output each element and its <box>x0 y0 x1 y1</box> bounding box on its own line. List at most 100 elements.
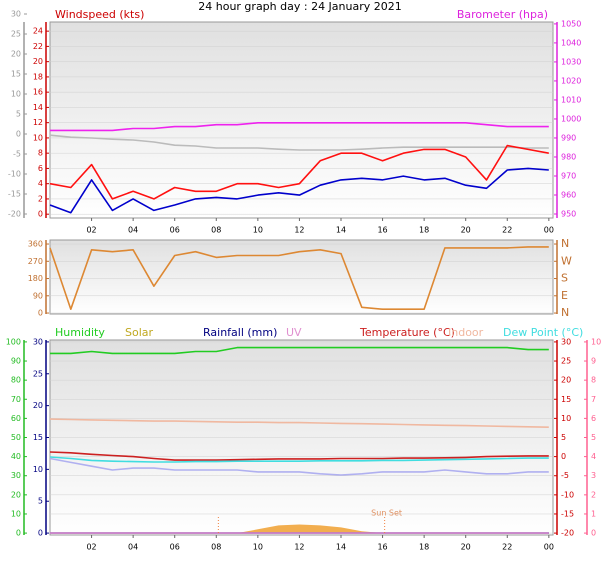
y-tick-label: 15 <box>11 70 21 79</box>
x-tick-label: 14 <box>336 226 346 235</box>
x-tick-label: 04 <box>128 226 138 235</box>
y-tick-label: 5 <box>591 433 596 442</box>
y-tick-label: 10 <box>11 90 21 99</box>
y-tick-label: 1 <box>591 509 596 518</box>
x-tick-label: 20 <box>461 543 471 552</box>
x-tick-label: 20 <box>461 226 471 235</box>
legend-entry: Indoor <box>448 326 484 339</box>
series-line <box>49 451 549 461</box>
y-tick-label: 270 <box>28 257 43 266</box>
y-tick-label: 5 <box>561 433 566 442</box>
y-tick-label: 6 <box>591 414 596 423</box>
y-tick-label: S <box>561 272 568 285</box>
plot-background <box>49 21 554 219</box>
y-tick-label: 10 <box>11 509 21 518</box>
y-tick-label: 16 <box>33 88 43 97</box>
y-tick-label: 2 <box>591 490 596 499</box>
y-tick-label: 18 <box>33 72 43 81</box>
y-tick-label: -20 <box>561 529 574 538</box>
y-tick-label: -10 <box>561 490 574 499</box>
y-tick-label: 990 <box>561 133 576 142</box>
y-tick-label: 15 <box>33 433 43 442</box>
x-tick-label: 22 <box>502 226 512 235</box>
y-tick-label: 100 <box>6 337 21 346</box>
y-tick-label: -10 <box>8 170 21 179</box>
x-tick-label: 12 <box>294 543 304 552</box>
y2-axis-title: Barometer (hpa) <box>457 8 548 21</box>
y-tick-label: 10 <box>33 133 43 142</box>
legend-entry: Dew Point (°C) <box>503 326 583 339</box>
y-tick-label: 1010 <box>561 95 581 104</box>
y-tick-label: 20 <box>11 490 21 499</box>
y-tick-label: 25 <box>561 357 571 366</box>
series-line <box>49 456 549 463</box>
y-tick-label: 8 <box>38 149 43 158</box>
x-tick-label: 12 <box>294 226 304 235</box>
y-tick-label: 980 <box>561 152 576 161</box>
x-tick-label: 02 <box>86 543 96 552</box>
y-tick-label: 12 <box>33 118 43 127</box>
series-line <box>50 122 549 132</box>
series-line <box>49 418 549 428</box>
x-tick-label: 16 <box>377 543 387 552</box>
y-tick-label: 30 <box>11 10 21 19</box>
x-tick-label: 18 <box>419 543 429 552</box>
y-tick-label: 20 <box>11 50 21 59</box>
y-tick-label: 30 <box>33 337 43 346</box>
legend-entry: Solar <box>125 326 154 339</box>
y-tick-label: 80 <box>11 376 21 385</box>
series-line <box>49 167 549 214</box>
y-tick-label: 30 <box>11 471 21 480</box>
legend-entry: Temperature (°C) <box>359 326 455 339</box>
y-tick-label: -5 <box>13 150 21 159</box>
y-tick-label: 1030 <box>561 57 581 66</box>
y-tick-label: W <box>561 254 572 267</box>
y-tick-label: 1050 <box>561 19 581 28</box>
x-tick-label: 08 <box>211 543 221 552</box>
y-tick-label: 950 <box>561 210 576 219</box>
x-tick-label: 14 <box>336 543 346 552</box>
y-tick-label: -20 <box>8 210 21 219</box>
y-tick-label: 4 <box>38 179 43 188</box>
x-tick-label: 22 <box>502 543 512 552</box>
y-tick-label: 0 <box>561 452 566 461</box>
y-tick-label: 9 <box>591 357 596 366</box>
y-tick-label: 90 <box>33 291 43 300</box>
x-tick-label: 00 <box>544 543 554 552</box>
y-tick-label: 10 <box>33 465 43 474</box>
area <box>50 524 549 534</box>
y-tick-label: N <box>561 306 569 319</box>
y-tick-label: 3 <box>591 471 596 480</box>
y-tick-label: 0 <box>16 130 21 139</box>
y-tick-label: 1020 <box>561 76 581 85</box>
y-tick-label: N <box>561 237 569 250</box>
y-tick-label: 40 <box>11 452 21 461</box>
y-tick-label: 70 <box>11 395 21 404</box>
y-tick-label: 1040 <box>561 38 581 47</box>
y-tick-label: 20 <box>561 376 571 385</box>
series-line <box>49 144 549 200</box>
x-tick-label: 02 <box>86 226 96 235</box>
y-tick-label: 10 <box>561 414 571 423</box>
legend-entry: Rainfall (mm) <box>203 326 277 339</box>
series-line <box>49 134 549 151</box>
x-tick-label: 06 <box>170 226 180 235</box>
series-line <box>49 246 549 310</box>
y-tick-label: 970 <box>561 171 576 180</box>
series-line <box>50 346 549 355</box>
y-tick-label: -5 <box>561 471 569 480</box>
y-tick-label: 0 <box>38 529 43 538</box>
y-tick-label: 30 <box>561 337 571 346</box>
series-line <box>49 457 549 476</box>
y-tick-label: 15 <box>561 395 571 404</box>
x-tick-label: 10 <box>253 543 263 552</box>
x-tick-label: 16 <box>377 226 387 235</box>
y-tick-label: 25 <box>33 369 43 378</box>
y-tick-label: 5 <box>16 110 21 119</box>
x-tick-label: 18 <box>419 226 429 235</box>
y-tick-label: 960 <box>561 190 576 199</box>
y-tick-label: 20 <box>33 57 43 66</box>
y-tick-label: -15 <box>561 509 574 518</box>
x-tick-label: 00 <box>544 226 554 235</box>
